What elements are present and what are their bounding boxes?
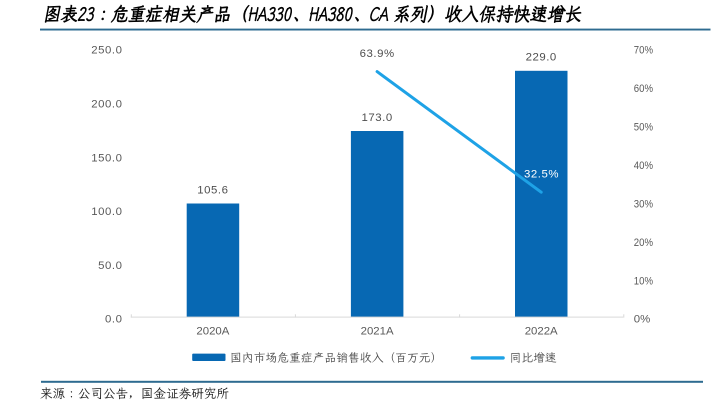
svg-text:173.0: 173.0 xyxy=(361,112,392,124)
svg-text:40%: 40% xyxy=(634,160,653,172)
svg-text:10%: 10% xyxy=(634,275,653,287)
svg-text:30%: 30% xyxy=(634,198,653,210)
svg-text:105.6: 105.6 xyxy=(197,184,228,196)
svg-text:0%: 0% xyxy=(634,314,650,326)
svg-text:32.5%: 32.5% xyxy=(524,169,559,181)
svg-text:70%: 70% xyxy=(634,45,653,57)
svg-text:2021A: 2021A xyxy=(361,326,394,338)
svg-text:250.0: 250.0 xyxy=(91,45,122,57)
svg-text:100.0: 100.0 xyxy=(91,206,122,218)
svg-text:60%: 60% xyxy=(634,83,653,95)
svg-text:50%: 50% xyxy=(634,122,653,134)
svg-text:2022A: 2022A xyxy=(525,326,558,338)
svg-text:229.0: 229.0 xyxy=(526,52,557,64)
svg-text:200.0: 200.0 xyxy=(91,99,122,111)
svg-text:63.9%: 63.9% xyxy=(360,48,395,60)
svg-text:0.0: 0.0 xyxy=(105,314,123,326)
svg-text:20%: 20% xyxy=(634,237,653,249)
svg-text:150.0: 150.0 xyxy=(91,152,122,164)
svg-text:2020A: 2020A xyxy=(196,326,229,338)
svg-text:50.0: 50.0 xyxy=(98,260,122,272)
